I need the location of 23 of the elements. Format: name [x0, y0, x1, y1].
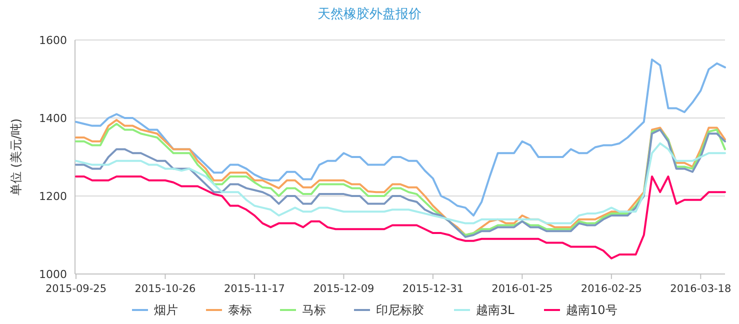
line-series — [75, 176, 726, 260]
x-tick-label: 2015-09-25 — [45, 283, 107, 295]
y-tick-label: 1600 — [39, 34, 67, 47]
legend-label: 印尼标胶 — [376, 303, 424, 317]
legend-label: 马标 — [302, 303, 326, 317]
y-tick-label: 1400 — [39, 112, 67, 125]
x-tick-label: 2016-02-25 — [580, 283, 642, 295]
x-tick-label: 2015-12-31 — [402, 283, 464, 295]
chart-title: 天然橡胶外盘报价 — [318, 7, 422, 22]
legend-label: 泰标 — [228, 303, 252, 317]
y-axis-title: 单位 (美元/吨) — [9, 118, 23, 196]
x-tick-label: 2015-11-17 — [224, 283, 285, 295]
y-tick-label: 1200 — [39, 190, 67, 203]
y-tick-label: 1000 — [39, 268, 67, 281]
x-tick-label: 2016-03-18 — [670, 283, 732, 295]
x-tick-label: 2015-12-09 — [313, 283, 374, 295]
legend-label: 越南10号 — [566, 303, 618, 317]
legend-label: 烟片 — [154, 303, 178, 317]
x-tick-label: 2016-01-25 — [492, 283, 553, 295]
line-series — [75, 58, 726, 216]
x-tick-label: 2015-10-26 — [134, 283, 196, 295]
legend-label: 越南3L — [476, 303, 515, 317]
line-series — [75, 142, 726, 224]
